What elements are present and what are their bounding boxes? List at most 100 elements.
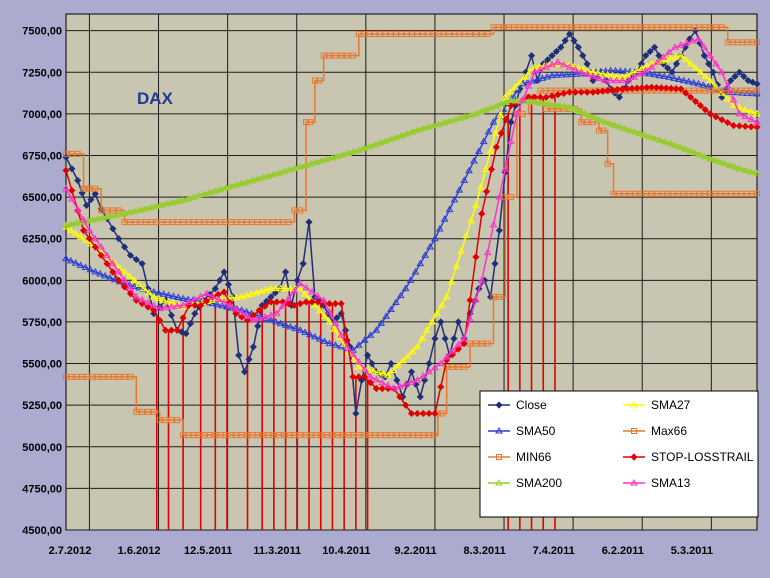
data-point [103,207,110,214]
data-point [483,248,492,256]
data-point [259,173,267,181]
data-point [753,118,761,125]
data-point [735,103,744,111]
data-point [232,310,240,318]
data-point [416,259,425,267]
data-point [665,73,674,80]
data-point [574,43,582,51]
data-point [671,141,679,148]
data-point [73,205,82,213]
data-point [671,43,679,50]
data-point [436,359,445,367]
data-point [149,301,158,309]
data-point [138,295,147,303]
data-point [747,107,756,115]
data-point [606,76,615,84]
data-point [133,408,140,415]
data-point [457,247,466,254]
data-point [216,276,224,284]
data-point [741,122,749,130]
data-point [713,24,720,31]
data-point [97,251,105,259]
data-point [524,82,533,89]
data-point [656,136,664,144]
data-point [120,268,129,275]
data-point [379,369,388,377]
data-point [450,335,458,343]
data-point [150,306,158,314]
data-point [735,122,743,130]
data-point [147,203,156,211]
data-point [303,119,310,126]
series-min66-lower-step- [543,105,760,197]
data-point [754,87,760,94]
data-point [718,24,725,31]
data-point [120,243,129,251]
data-point [144,298,152,306]
y-tick-label: 7000,00 [22,109,62,121]
data-point [421,251,430,258]
data-point [174,417,181,424]
data-point [677,85,685,93]
data-point [577,88,585,96]
data-point [276,319,285,327]
data-point [608,71,617,79]
data-point [572,70,581,77]
y-tick-label: 5250,00 [22,400,62,412]
data-point [543,73,552,80]
data-point [313,292,322,299]
data-point [202,289,211,297]
data-point [290,287,299,294]
data-point [156,316,164,324]
data-point [621,67,630,74]
data-point [561,37,569,45]
legend-label: SMA200 [516,476,562,490]
data-point [554,91,562,99]
data-point [406,276,415,283]
axes: 7500,00 7250,00 7000,00 6750,00 6500,00 6250,… [22,26,713,557]
data-point [349,52,356,59]
data-point [184,194,193,202]
data-point [580,109,589,117]
data-point [372,375,381,383]
data-point [174,293,183,301]
data-point [570,105,579,112]
data-point [668,68,676,76]
data-point [527,52,536,60]
data-point [530,68,539,75]
data-point [418,125,427,132]
data-point [664,64,672,72]
data-point [741,112,750,120]
data-point [513,86,522,93]
data-point [489,118,498,125]
data-point [264,172,273,179]
data-point [545,100,554,107]
data-point [132,255,140,264]
data-point [754,39,760,46]
data-point [141,204,150,212]
data-point [167,326,175,334]
data-point [109,268,117,276]
data-point [618,76,627,84]
data-point [220,268,228,276]
data-point [445,117,454,124]
data-point [214,295,223,302]
data-point [280,167,289,175]
data-point [389,366,397,373]
data-point [455,186,464,193]
data-point [460,176,469,183]
data-point [467,30,474,37]
data-point [320,337,329,344]
data-point [682,89,690,97]
data-point [495,479,503,486]
data-point [717,68,726,75]
legend-entry: Max66 [623,424,687,438]
data-point [338,52,345,59]
data-point [536,93,544,101]
y-tick-label: 6500,00 [22,192,62,204]
data-point [87,196,95,204]
data-point [208,296,217,303]
data-point [354,362,363,370]
data-point [496,454,502,460]
y-tick-label: 5000,00 [22,442,62,454]
